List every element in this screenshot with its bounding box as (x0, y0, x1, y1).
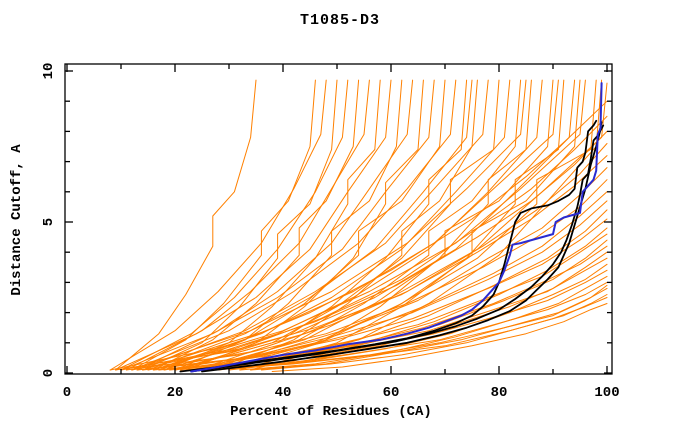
model-curve-orange (201, 287, 608, 371)
model-curve-orange (152, 79, 511, 371)
x-axis-label: Percent of Residues (CA) (230, 404, 432, 420)
highlight-curve-black (179, 119, 598, 373)
model-curve-orange (260, 294, 608, 371)
model-curve-orange (217, 79, 581, 371)
model-curve-orange (120, 130, 608, 371)
model-curve-orange (131, 115, 608, 371)
model-curve-orange (115, 155, 608, 371)
model-curve-orange (196, 79, 554, 371)
model-curve-orange (174, 82, 608, 371)
y-tick-label: 0 (41, 369, 57, 377)
y-tick-label: 10 (41, 63, 57, 80)
model-curve-orange (147, 79, 473, 371)
model-curve-orange (142, 218, 608, 371)
model-curve-orange (152, 79, 586, 371)
x-tick-label: 60 (383, 385, 400, 401)
model-curve-orange (185, 209, 608, 371)
model-curve-orange (125, 179, 608, 371)
model-curve-orange (120, 79, 349, 371)
model-curve-orange (147, 143, 608, 371)
model-curve-orange (136, 79, 489, 371)
x-tick-label: 40 (275, 385, 292, 401)
model-curve-orange (115, 79, 392, 371)
plot-frame (64, 63, 613, 375)
model-curve-orange (109, 79, 327, 371)
model-curve-orange (196, 79, 597, 371)
model-curve-orange (115, 79, 257, 371)
y-tick-label: 5 (41, 218, 57, 226)
y-axis-label: Distance Cutoff, A (9, 144, 25, 296)
model-curve-orange (212, 297, 608, 371)
model-curve-orange (120, 79, 435, 371)
model-curve-orange (131, 79, 457, 371)
model-curve-orange (196, 79, 468, 371)
model-curve-orange (239, 275, 608, 371)
model-curve-orange (185, 79, 424, 371)
highlight-curve-black (201, 124, 605, 373)
model-curve-orange (109, 100, 608, 371)
model-curve-orange (131, 79, 527, 371)
model-curve-orange (152, 79, 360, 371)
highlight-curve-blue (190, 82, 603, 373)
model-curve-orange (179, 269, 608, 371)
model-curve-orange (190, 281, 608, 371)
model-curve-orange (174, 79, 500, 371)
model-curve-orange (163, 79, 543, 371)
chart-title: T1085-D3 (299, 12, 380, 29)
x-tick-label: 20 (167, 385, 184, 401)
model-curve-orange (142, 79, 338, 371)
model-curve-orange (271, 303, 608, 372)
x-tick-label: 80 (491, 385, 508, 401)
x-tick-label: 100 (594, 385, 619, 401)
model-curve-orange (206, 79, 522, 371)
x-tick-label: 0 (63, 385, 71, 401)
